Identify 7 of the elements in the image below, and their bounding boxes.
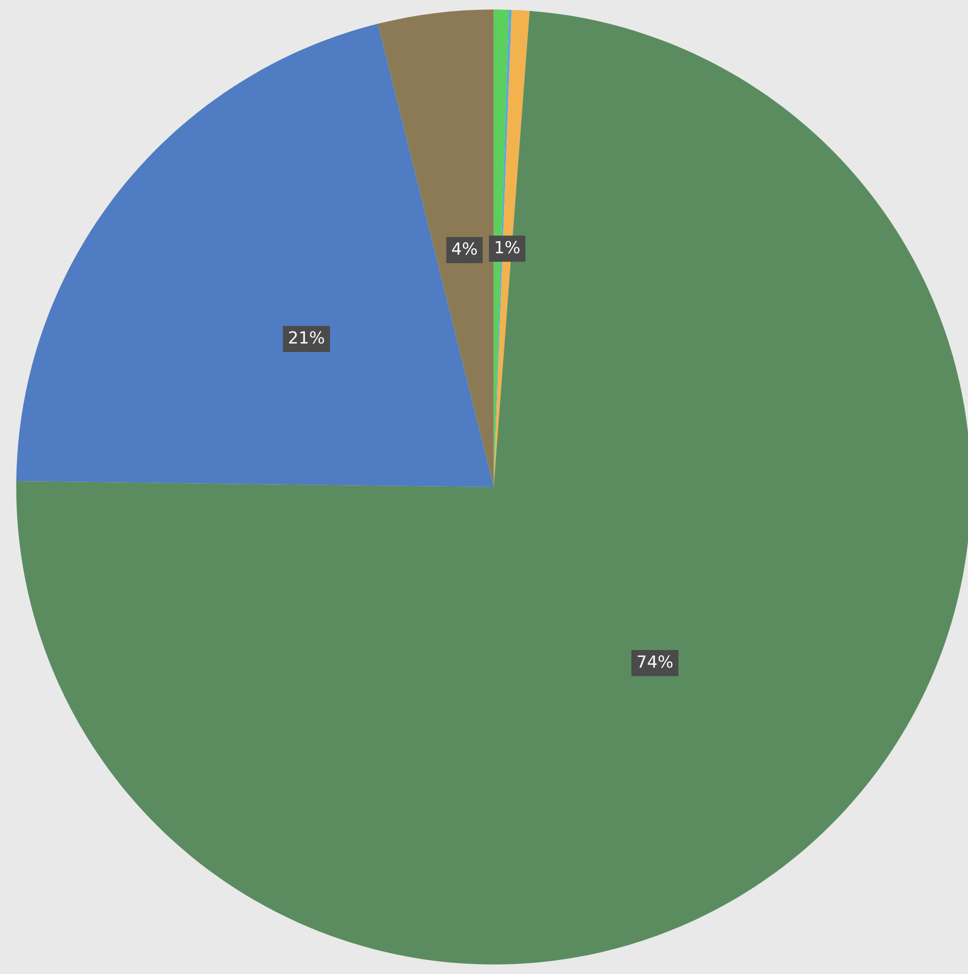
- data-label: 1%: [496, 240, 520, 254]
- data-label: 21%: [289, 331, 324, 344]
- pie-slice: [16, 24, 494, 487]
- data-label: 74%: [638, 655, 672, 668]
- pie-slice: [494, 10, 530, 487]
- data-label: 4%: [452, 242, 477, 255]
- pie-slice: [378, 10, 494, 487]
